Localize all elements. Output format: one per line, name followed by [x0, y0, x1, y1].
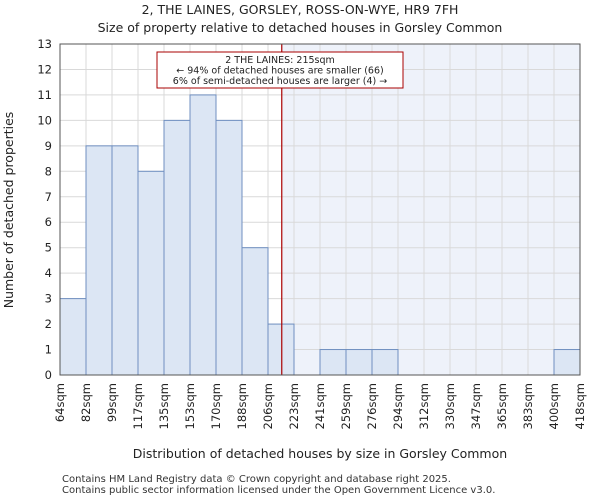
- bar: [371, 349, 399, 376]
- x-tick-label: 170sqm: [209, 383, 223, 429]
- y-axis-label: Number of detached properties: [1, 112, 16, 309]
- x-tick-label: 330sqm: [443, 383, 457, 429]
- bar: [215, 119, 243, 376]
- x-tick-label: 223sqm: [287, 383, 301, 429]
- x-tick-label: 64sqm: [53, 383, 67, 422]
- x-tick-label: 135sqm: [157, 383, 171, 429]
- x-tick-label: 82sqm: [79, 383, 93, 422]
- y-tick-label: 12: [37, 62, 52, 76]
- y-tick-label: 9: [45, 139, 52, 153]
- bar: [345, 349, 373, 376]
- x-tick-label: 400sqm: [547, 383, 561, 429]
- y-tick-label: 7: [45, 190, 52, 204]
- y-tick-label: 0: [45, 368, 52, 382]
- y-tick-label: 4: [45, 266, 52, 280]
- x-tick-label: 259sqm: [339, 383, 353, 429]
- annotation-line-1: 2 THE LAINES: 215sqm: [225, 55, 335, 66]
- x-tick-label: 294sqm: [391, 383, 405, 429]
- bar: [241, 247, 269, 376]
- annotation-box: [156, 51, 404, 89]
- x-tick-label: 276sqm: [365, 383, 379, 429]
- x-axis-label: Distribution of detached houses by size …: [133, 446, 507, 461]
- y-tick-label: 8: [45, 164, 52, 178]
- y-tick-label: 1: [45, 343, 52, 357]
- annotation-line-3: 6% of semi-detached houses are larger (4…: [173, 76, 387, 87]
- x-tick-label: 241sqm: [313, 383, 327, 429]
- annotation-line-2: ← 94% of detached houses are smaller (66…: [176, 66, 383, 77]
- bar: [553, 349, 581, 376]
- bar: [111, 145, 139, 376]
- bar: [189, 94, 217, 376]
- x-tick-label: 153sqm: [183, 383, 197, 429]
- footer-licence: Contains public sector information licen…: [62, 485, 496, 496]
- bar: [59, 298, 87, 376]
- y-tick-label: 3: [45, 292, 52, 306]
- plot-frame: [59, 43, 581, 376]
- shaded-region: [281, 44, 580, 375]
- y-tick-label: 10: [37, 113, 52, 127]
- x-tick-label: 383sqm: [521, 383, 535, 429]
- x-tick-label: 347sqm: [469, 383, 483, 429]
- x-tick-label: 312sqm: [417, 383, 431, 429]
- x-tick-label: 188sqm: [235, 383, 249, 429]
- bar: [163, 119, 191, 376]
- y-tick-label: 6: [45, 215, 52, 229]
- y-tick-label: 5: [45, 241, 52, 255]
- footer-copyright: Contains HM Land Registry data © Crown c…: [62, 474, 451, 485]
- x-tick-label: 117sqm: [131, 383, 145, 429]
- chart-title: 2, THE LAINES, GORSLEY, ROSS-ON-WYE, HR9…: [141, 2, 459, 17]
- y-tick-label: 11: [37, 88, 52, 102]
- x-tick-label: 365sqm: [495, 383, 509, 429]
- bar: [267, 323, 295, 376]
- y-tick-label: 2: [45, 317, 52, 331]
- x-tick-label: 99sqm: [105, 383, 119, 422]
- bar: [137, 170, 165, 376]
- y-tick-label: 13: [37, 37, 52, 51]
- chart-subtitle: Size of property relative to detached ho…: [97, 20, 503, 35]
- x-tick-label: 206sqm: [261, 383, 275, 429]
- bar: [85, 145, 113, 376]
- bar: [319, 349, 347, 376]
- x-tick-label: 418sqm: [573, 383, 587, 429]
